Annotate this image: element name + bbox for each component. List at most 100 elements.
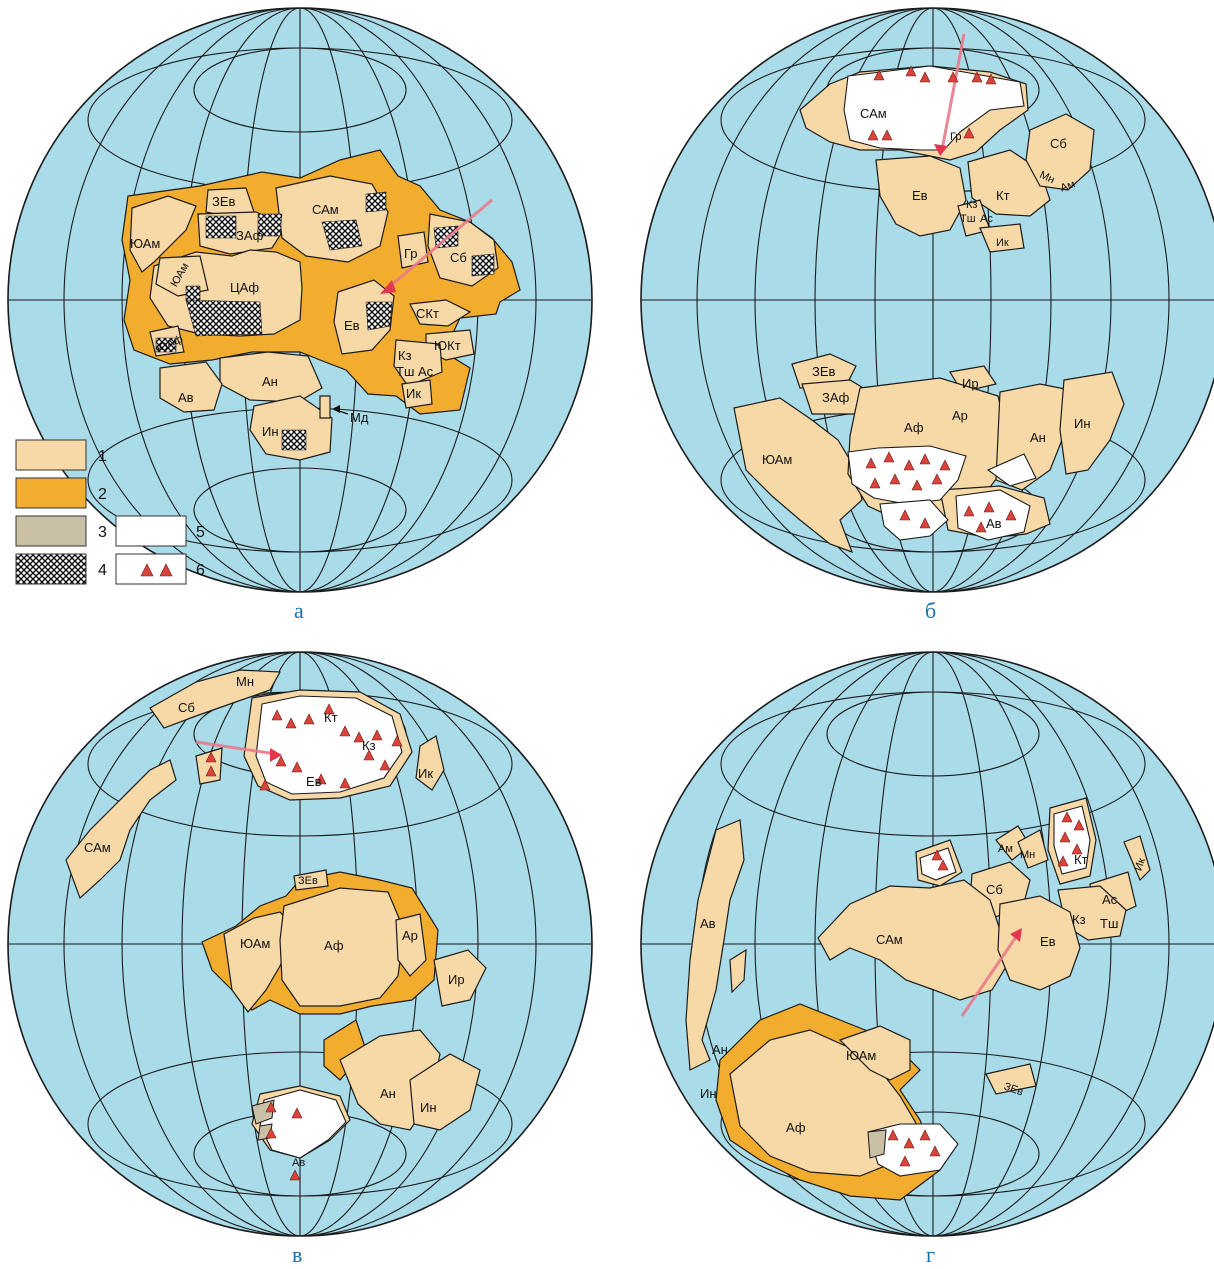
label-yuam: ЮАм <box>240 936 270 951</box>
label-sam: САм <box>84 840 111 855</box>
label-skt: СКт <box>416 306 439 321</box>
label-sam: САм <box>876 932 903 947</box>
triangle-icon <box>929 1145 941 1157</box>
triangle-icon <box>1071 843 1083 855</box>
globe-panel-a: ЮАм ЗЕв ЗАф САм Гр Сб ЮАм ЦАф Ев СКт ЮКт… <box>7 7 593 593</box>
triangle-icon <box>975 521 987 533</box>
triangle-icon <box>963 127 975 139</box>
caption-d: г <box>926 1242 935 1267</box>
label-as: Ас <box>980 213 993 225</box>
label-as: Ас <box>418 364 434 379</box>
legend-swatch-3 <box>15 515 87 547</box>
label-kt: Кт <box>1074 852 1088 867</box>
triangle-icon <box>1073 819 1085 831</box>
triangle-icon <box>937 859 949 871</box>
label-sb: Сб <box>986 882 1003 897</box>
label-yuam: ЮАм <box>846 1048 876 1063</box>
triangle-icon <box>271 709 283 721</box>
label-kt: Кт <box>996 188 1010 203</box>
legend-num-4: 4 <box>98 562 107 579</box>
triangle-icon <box>291 761 303 773</box>
label-tsh: Тш <box>960 213 976 225</box>
triangle-icon <box>371 729 383 741</box>
triangle-icon <box>353 731 365 743</box>
legend-num-3: 3 <box>98 524 107 541</box>
label-kz: Кз <box>1072 912 1086 927</box>
label-an: Ан <box>380 1086 396 1101</box>
legend-triangle-icon <box>159 563 173 577</box>
triangle-icon <box>1057 855 1069 867</box>
triangle-icon <box>363 749 375 761</box>
triangle-icon <box>391 735 403 747</box>
triangle-icon <box>275 755 287 767</box>
label-tsaf: ЦАф <box>230 280 259 295</box>
label-gr: Гр <box>404 246 418 261</box>
label-av: Ав <box>986 516 1002 531</box>
label-ik: Ик <box>406 386 421 401</box>
triangle-icon <box>1005 509 1017 521</box>
label-af: Аф <box>786 1120 806 1135</box>
triangles-b <box>865 65 1017 533</box>
label-ev: Ев <box>306 774 322 789</box>
label-av: Ав <box>700 916 716 931</box>
label-ev: Ев <box>344 318 360 333</box>
label-ik: Ик <box>1132 856 1148 872</box>
triangle-icon <box>919 517 931 529</box>
triangle-icon <box>971 71 983 83</box>
label-am: Ам <box>998 843 1013 855</box>
triangle-icon <box>379 759 391 771</box>
triangle-icon <box>905 65 917 77</box>
label-mn: Мн <box>1020 849 1035 861</box>
legend-num-5: 5 <box>196 524 205 541</box>
triangle-icon <box>323 703 335 715</box>
label-in: Ин <box>420 1100 437 1115</box>
label-an: Ан <box>712 1042 728 1057</box>
triangle-icon <box>259 779 271 791</box>
labels-d: Ам Мн Кт Сб Ик Ас Кз Тш САм Ев Ав Ан Ин … <box>700 843 1148 1135</box>
landmass-b <box>733 33 1125 554</box>
label-kz: Кз <box>398 348 412 363</box>
triangle-icon <box>869 477 881 489</box>
label-ev: Ев <box>912 188 928 203</box>
triangle-icon <box>911 479 923 491</box>
triangle-icon <box>889 473 901 485</box>
legend: 1 2 3 4 5 6 <box>15 439 205 585</box>
triangle-icon <box>903 1137 915 1149</box>
triangle-icon <box>899 509 911 521</box>
triangle-icon <box>291 1107 303 1119</box>
triangle-icon <box>903 459 915 471</box>
triangle-icon <box>887 1129 899 1141</box>
legend-swatch-2 <box>15 477 87 509</box>
label-yuam: ЮАм <box>762 452 792 467</box>
label-ik: Ик <box>996 237 1009 249</box>
label-yuam-1: ЮАм <box>130 236 160 251</box>
triangles-d <box>887 811 1085 1167</box>
label-tsh: Тш <box>396 364 414 379</box>
label-ik: Ик <box>418 766 433 781</box>
legend-num-6: 6 <box>196 562 205 579</box>
label-zaf: ЗАф <box>236 228 264 243</box>
label-mn: Мн <box>1038 169 1057 186</box>
triangle-icon <box>899 1155 911 1167</box>
label-in: Ин <box>262 424 279 439</box>
landmass-d <box>685 797 1151 1201</box>
triangle-icon <box>1061 811 1073 823</box>
legend-swatch-1 <box>15 439 87 471</box>
label-gr: Гр <box>950 131 961 143</box>
triangle-icon <box>289 1169 301 1181</box>
label-sb: Сб <box>450 250 467 265</box>
triangle-icon <box>205 751 217 763</box>
globe-panel-d: Ам Мн Кт Сб Ик Ас Кз Тш САм Ев Ав Ан Ин … <box>640 651 1214 1237</box>
triangle-icon <box>265 1101 277 1113</box>
legend-swatch-5 <box>115 515 187 547</box>
label-ev: Ев <box>1040 934 1056 949</box>
triangle-icon <box>881 129 893 141</box>
label-ir: Ир <box>962 376 979 391</box>
label-ar: Ар <box>952 408 968 423</box>
triangle-icon <box>919 71 931 83</box>
label-yukt: ЮКт <box>434 338 461 353</box>
label-tsh: Тш <box>1100 916 1118 931</box>
label-zev: ЗЕв <box>812 364 836 379</box>
label-kz: Кз <box>362 738 376 753</box>
label-af: Аф <box>324 938 344 953</box>
